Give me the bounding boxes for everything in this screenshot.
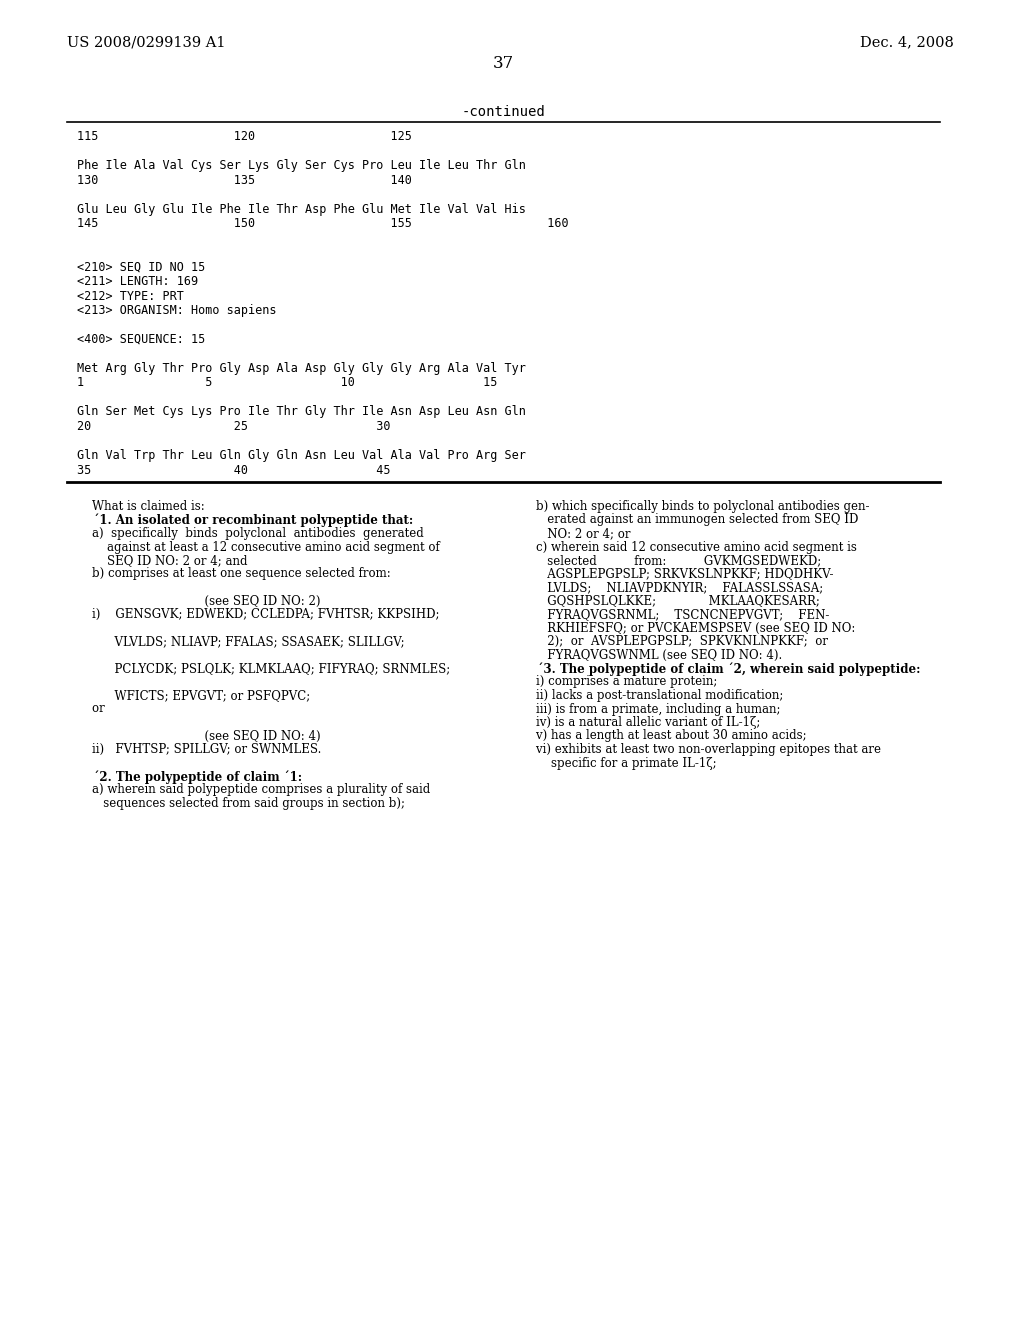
Text: i)    GENSGVK; EDWEKD; CCLEDPA; FVHTSR; KKPSIHD;: i) GENSGVK; EDWEKD; CCLEDPA; FVHTSR; KKP… [77, 609, 439, 620]
Text: <213> ORGANISM: Homo sapiens: <213> ORGANISM: Homo sapiens [77, 304, 276, 317]
Text: WFICTS; EPVGVT; or PSFQPVC;: WFICTS; EPVGVT; or PSFQPVC; [77, 689, 310, 702]
Text: <400> SEQUENCE: 15: <400> SEQUENCE: 15 [77, 333, 205, 346]
Text: (see SEQ ID NO: 2): (see SEQ ID NO: 2) [77, 594, 321, 607]
Text: RKHIEFSFQ; or PVCKAEMSPSEV (see SEQ ID NO:: RKHIEFSFQ; or PVCKAEMSPSEV (see SEQ ID N… [521, 622, 856, 635]
Text: 115                   120                   125: 115 120 125 [77, 129, 412, 143]
Text: LVLDS;    NLIAVPDKNYIR;    FALASSLSSASA;: LVLDS; NLIAVPDKNYIR; FALASSLSSASA; [521, 581, 823, 594]
Text: 37: 37 [493, 55, 514, 73]
Text: Glu Leu Gly Glu Ile Phe Ile Thr Asp Phe Glu Met Ile Val Val His: Glu Leu Gly Glu Ile Phe Ile Thr Asp Phe … [77, 202, 525, 215]
Text: US 2008/0299139 A1: US 2008/0299139 A1 [67, 36, 225, 49]
Text: <211> LENGTH: 169: <211> LENGTH: 169 [77, 275, 198, 288]
Text: (see SEQ ID NO: 4): (see SEQ ID NO: 4) [77, 730, 321, 742]
Text: What is claimed is:: What is claimed is: [77, 500, 205, 513]
Text: Dec. 4, 2008: Dec. 4, 2008 [860, 36, 954, 49]
Text: selected          from:          GVKMGSEDWEKD;: selected from: GVKMGSEDWEKD; [521, 554, 821, 568]
Text: AGSPLEPGPSLP; SRKVKSLNPKKF; HDQDHKV-: AGSPLEPGPSLP; SRKVKSLNPKKF; HDQDHKV- [521, 568, 834, 581]
Text: i) comprises a mature protein;: i) comprises a mature protein; [521, 676, 718, 689]
Text: or: or [77, 702, 104, 715]
Text: ´3. The polypeptide of claim ´2, wherein said polypeptide:: ´3. The polypeptide of claim ´2, wherein… [521, 663, 921, 676]
Text: specific for a primate IL-1ζ;: specific for a primate IL-1ζ; [521, 756, 717, 770]
Text: b) comprises at least one sequence selected from:: b) comprises at least one sequence selec… [77, 568, 390, 581]
Text: a)  specifically  binds  polyclonal  antibodies  generated: a) specifically binds polyclonal antibod… [77, 527, 424, 540]
Text: GQSHPSLQLKKE;              MKLAAQKESARR;: GQSHPSLQLKKE; MKLAAQKESARR; [521, 594, 820, 607]
Text: ii)   FVHTSP; SPILLGV; or SWNMLES.: ii) FVHTSP; SPILLGV; or SWNMLES. [77, 743, 322, 756]
Text: v) has a length at least about 30 amino acids;: v) has a length at least about 30 amino … [521, 730, 807, 742]
Text: iii) is from a primate, including a human;: iii) is from a primate, including a huma… [521, 702, 781, 715]
Text: a) wherein said polypeptide comprises a plurality of said: a) wherein said polypeptide comprises a … [77, 784, 430, 796]
Text: Gln Ser Met Cys Lys Pro Ile Thr Gly Thr Ile Asn Asp Leu Asn Gln: Gln Ser Met Cys Lys Pro Ile Thr Gly Thr … [77, 405, 525, 418]
Text: against at least a 12 consecutive amino acid segment of: against at least a 12 consecutive amino … [77, 540, 439, 553]
Text: 20                    25                  30: 20 25 30 [77, 420, 390, 433]
Text: FYRAQVGSRNML;    TSCNCNEPVGVT;    FEN-: FYRAQVGSRNML; TSCNCNEPVGVT; FEN- [521, 609, 829, 620]
Text: 130                   135                   140: 130 135 140 [77, 173, 412, 186]
Text: Gln Val Trp Thr Leu Gln Gly Gln Asn Leu Val Ala Val Pro Arg Ser: Gln Val Trp Thr Leu Gln Gly Gln Asn Leu … [77, 449, 525, 462]
Text: 145                   150                   155                   160: 145 150 155 160 [77, 216, 568, 230]
Text: iv) is a natural allelic variant of IL-1ζ;: iv) is a natural allelic variant of IL-1… [521, 715, 761, 729]
Text: SEQ ID NO: 2 or 4; and: SEQ ID NO: 2 or 4; and [77, 554, 247, 568]
Text: Phe Ile Ala Val Cys Ser Lys Gly Ser Cys Pro Leu Ile Leu Thr Gln: Phe Ile Ala Val Cys Ser Lys Gly Ser Cys … [77, 158, 525, 172]
Text: vi) exhibits at least two non-overlapping epitopes that are: vi) exhibits at least two non-overlappin… [521, 743, 882, 756]
Text: c) wherein said 12 consecutive amino acid segment is: c) wherein said 12 consecutive amino aci… [521, 540, 857, 553]
Text: 35                    40                  45: 35 40 45 [77, 463, 390, 477]
Text: <210> SEQ ID NO 15: <210> SEQ ID NO 15 [77, 260, 205, 273]
Text: sequences selected from said groups in section b);: sequences selected from said groups in s… [77, 797, 404, 810]
Text: ´2. The polypeptide of claim ´1:: ´2. The polypeptide of claim ´1: [77, 770, 302, 784]
Text: -continued: -continued [462, 106, 546, 119]
Text: ´1. An isolated or recombinant polypeptide that:: ´1. An isolated or recombinant polypepti… [77, 513, 413, 527]
Text: VLVLDS; NLIAVP; FFALAS; SSASAEK; SLILLGV;: VLVLDS; NLIAVP; FFALAS; SSASAEK; SLILLGV… [77, 635, 404, 648]
Text: FYRAQVGSWNML (see SEQ ID NO: 4).: FYRAQVGSWNML (see SEQ ID NO: 4). [521, 648, 782, 661]
Text: 1                 5                  10                  15: 1 5 10 15 [77, 376, 497, 389]
Text: Met Arg Gly Thr Pro Gly Asp Ala Asp Gly Gly Gly Arg Ala Val Tyr: Met Arg Gly Thr Pro Gly Asp Ala Asp Gly … [77, 362, 525, 375]
Text: b) which specifically binds to polyclonal antibodies gen-: b) which specifically binds to polyclona… [521, 500, 869, 513]
Text: erated against an immunogen selected from SEQ ID: erated against an immunogen selected fro… [521, 513, 859, 527]
Text: <212> TYPE: PRT: <212> TYPE: PRT [77, 289, 183, 302]
Text: 2);  or  AVSPLEPGPSLP;  SPKVKNLNPKKF;  or: 2); or AVSPLEPGPSLP; SPKVKNLNPKKF; or [521, 635, 828, 648]
Text: NO: 2 or 4; or: NO: 2 or 4; or [521, 527, 631, 540]
Text: PCLYCDK; PSLQLK; KLMKLAAQ; FIFYRAQ; SRNMLES;: PCLYCDK; PSLQLK; KLMKLAAQ; FIFYRAQ; SRNM… [77, 663, 450, 675]
Text: ii) lacks a post-translational modification;: ii) lacks a post-translational modificat… [521, 689, 783, 702]
